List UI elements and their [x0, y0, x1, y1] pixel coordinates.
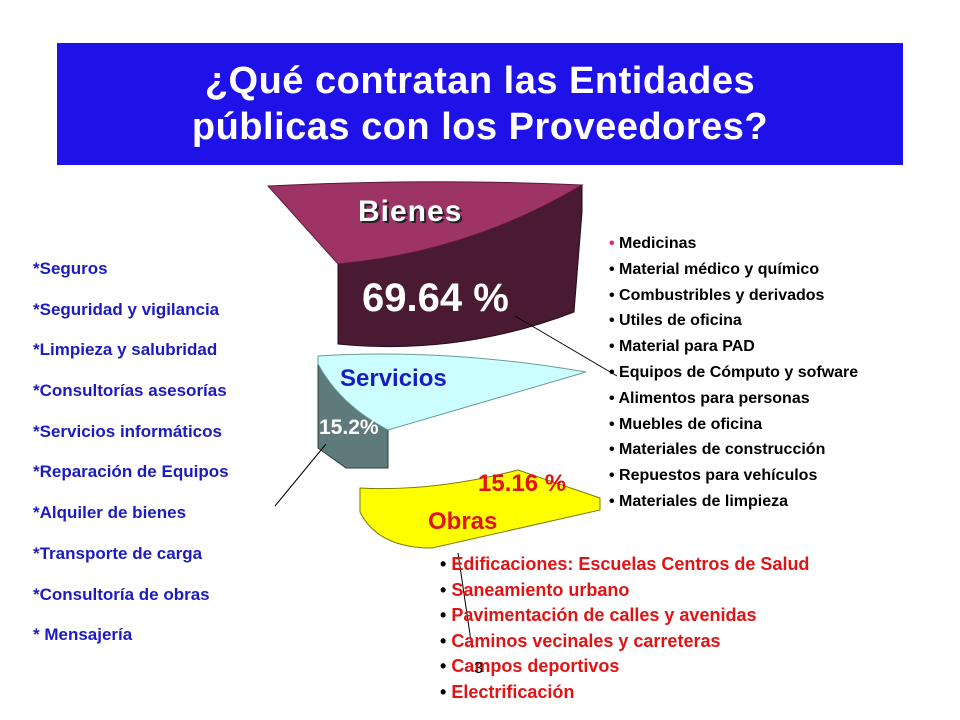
services-list-item-text: *Alquiler de bienes: [33, 503, 187, 523]
servicios-percent: 15.2%: [319, 416, 379, 439]
services-list-item: *Servicios informáticos: [33, 421, 229, 462]
bienes-label: Bienes: [358, 195, 463, 228]
servicios-label: Servicios: [340, 365, 447, 392]
connector-obras: [457, 552, 473, 649]
works-list-item: • Saneamiento urbano: [440, 579, 809, 605]
works-list-item-text: Campos deportivos: [451, 656, 620, 676]
bullet-icon: •: [609, 312, 620, 330]
services-list-item-text: *Seguridad y vigilancia: [33, 299, 220, 319]
services-list-item: *Alquiler de bienes: [33, 502, 229, 543]
bienes-top: [266, 181, 584, 265]
works-list-item: • Campos deportivos: [440, 655, 809, 681]
obras-percent: 15.16 %: [478, 470, 567, 497]
goods-list-item: • Utiles de oficina: [609, 310, 858, 336]
goods-list-item-text: Muebles de oficina: [619, 415, 763, 433]
works-list-item-text: Pavimentación de calles y avenidas: [451, 605, 757, 625]
works-list-item-text: Saneamiento urbano: [451, 579, 630, 600]
bullet-icon: •: [609, 363, 620, 381]
services-list-item-text: *Transporte de carga: [33, 543, 203, 563]
bullet-icon: •: [440, 656, 452, 676]
goods-list-item-text: Materiales de construcción: [619, 441, 826, 459]
goods-list-item-text: Repuestos para vehículos: [619, 467, 818, 485]
works-list-item: • Pavimentación de calles y avenidas: [440, 604, 809, 630]
services-list-item: *Reparación de Equipos: [33, 461, 229, 502]
bullet-icon: •: [609, 492, 620, 510]
goods-list-item: • Medicinas: [609, 233, 858, 259]
bullet-icon: •: [609, 467, 620, 485]
goods-list-item-text: Equipos de Cómputo y sofware: [619, 363, 859, 381]
obras-label: Obras: [428, 508, 498, 535]
bullet-icon: •: [440, 630, 452, 651]
bullet-icon: •: [609, 338, 620, 356]
page-number: 3: [474, 660, 483, 677]
works-list-item-text: Electrificación: [451, 681, 575, 702]
bullet-icon: •: [440, 554, 452, 574]
bullet-icon: •: [440, 605, 452, 625]
goods-list-item-text: Material para PAD: [619, 338, 755, 356]
bullet-icon: •: [609, 260, 620, 278]
services-list-item-text: *Servicios informáticos: [33, 421, 222, 441]
bullet-icon: •: [609, 441, 620, 459]
services-list-item: *Limpieza y salubridad: [33, 339, 229, 380]
services-list-item: *Consultoría de obras: [33, 584, 229, 625]
services-list-item-text: * Mensajería: [33, 625, 133, 645]
bullet-icon: •: [609, 415, 620, 433]
goods-list-item-text: Alimentos para personas: [618, 389, 810, 407]
goods-list-item: • Material médico y químico: [609, 259, 858, 285]
bienes-percent: 69.64 %: [362, 276, 509, 320]
services-list-item-text: *Limpieza y salubridad: [33, 340, 218, 360]
services-list-item: *Seguros: [33, 258, 229, 299]
connector-bienes: [514, 315, 618, 377]
services-list-item: *Consultorías asesorías: [33, 380, 229, 421]
works-list: • Edificaciones: Escuelas Centros de Sal…: [440, 553, 809, 706]
goods-list-item-text: Materiales de limpieza: [619, 492, 789, 510]
services-list: *Seguros *Seguridad y vigilancia *Limpieza…: [33, 258, 229, 665]
services-list-item: *Transporte de carga: [33, 543, 229, 584]
goods-list-item: • Materiales de limpieza: [609, 491, 858, 517]
bullet-icon: •: [609, 286, 620, 304]
services-list-item: * Mensajería: [33, 624, 229, 665]
goods-list-item-text: Medicinas: [619, 235, 697, 252]
works-list-item: • Edificaciones: Escuelas Centros de Sal…: [440, 553, 809, 579]
goods-list-item-text: Material médico y químico: [619, 260, 820, 278]
goods-list-item: • Materiales de construcción: [609, 439, 858, 465]
services-list-item-text: *Seguros: [33, 259, 108, 278]
servicios-top: [317, 353, 587, 431]
obras-top: [359, 469, 601, 549]
goods-list-item: • Equipos de Cómputo y sofware: [609, 362, 858, 388]
goods-list-item: • Alimentos para personas: [609, 388, 858, 414]
connector-servicios: [274, 443, 327, 507]
works-list-item: • Caminos vecinales y carreteras: [440, 630, 809, 656]
goods-list-item-text: Combustribles y derivados: [619, 286, 825, 304]
services-list-item-text: *Consultorías asesorías: [33, 381, 227, 401]
goods-list-item: • Muebles de oficina: [609, 414, 858, 440]
goods-list: • Medicinas • Material médico y químico • …: [609, 233, 858, 517]
works-list-item-text: Caminos vecinales y carreteras: [451, 630, 721, 651]
services-list-item-text: *Consultoría de obras: [33, 584, 210, 604]
services-list-item-text: *Reparación de Equipos: [33, 462, 229, 482]
bullet-icon: •: [609, 389, 619, 407]
works-list-item: • Electrificación: [440, 681, 809, 707]
bullet-icon: •: [440, 579, 452, 600]
goods-list-item: • Combustribles y derivados: [609, 285, 858, 311]
works-list-item-text: Edificaciones: Escuelas Centros de Salud: [451, 554, 810, 574]
bullet-icon: •: [440, 681, 452, 702]
goods-list-item-text: Utiles de oficina: [619, 312, 742, 330]
services-list-item: *Seguridad y vigilancia: [33, 299, 229, 340]
title-banner: ¿Qué contratan las Entidades públicas co…: [57, 43, 903, 165]
goods-list-item: • Repuestos para vehículos: [609, 465, 858, 491]
page-title: ¿Qué contratan las Entidades públicas co…: [191, 60, 769, 148]
goods-list-item: • Material para PAD: [609, 336, 858, 362]
bullet-icon: •: [609, 235, 620, 252]
